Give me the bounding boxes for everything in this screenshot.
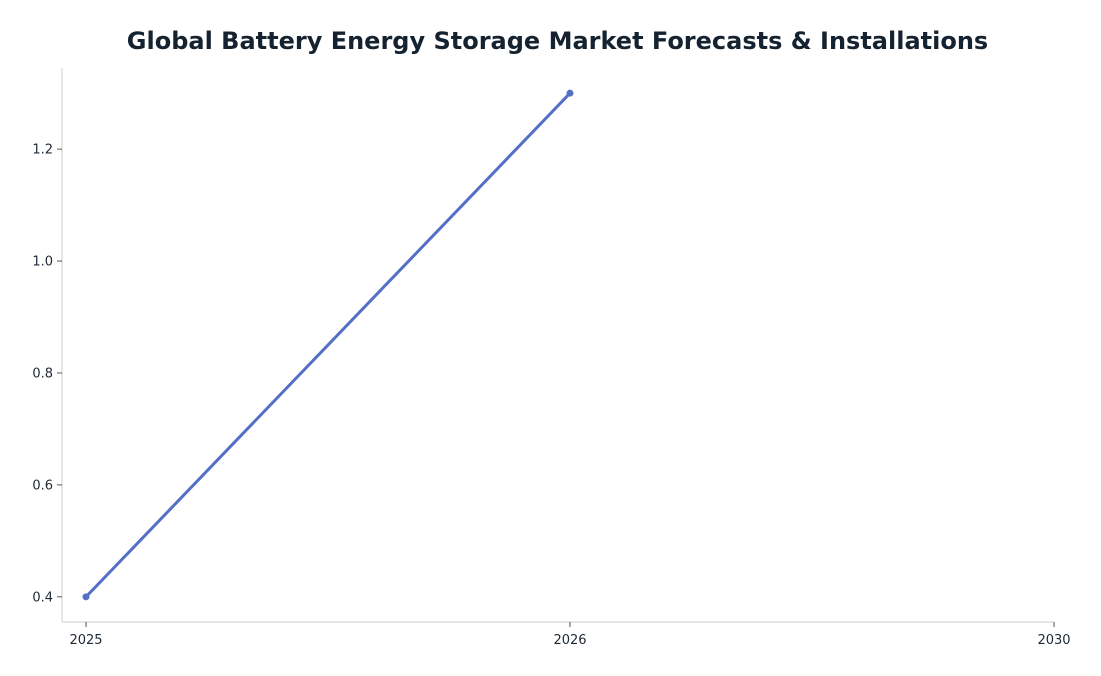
axes: [61, 68, 1054, 623]
y-axis-ticks: 0.4 0.6 0.8 1.0 1.2: [32, 143, 62, 605]
series-layer: [82, 89, 574, 601]
y-tick-label: 0.4: [32, 590, 53, 605]
x-tick-label: 2025: [69, 633, 102, 648]
series-line: [84, 91, 572, 599]
x-tick-label: 2030: [1037, 633, 1070, 648]
x-axis-ticks: 2025 2026 2030: [69, 622, 1071, 648]
data-point: [566, 89, 574, 97]
chart-title: Global Battery Energy Storage Market For…: [126, 27, 989, 55]
data-point: [82, 593, 90, 601]
y-tick-label: 1.0: [32, 255, 53, 270]
x-tick-label: 2026: [553, 633, 586, 648]
y-tick-label: 1.2: [32, 143, 53, 158]
y-tick-label: 0.6: [32, 478, 53, 493]
y-tick-label: 0.8: [32, 366, 53, 381]
